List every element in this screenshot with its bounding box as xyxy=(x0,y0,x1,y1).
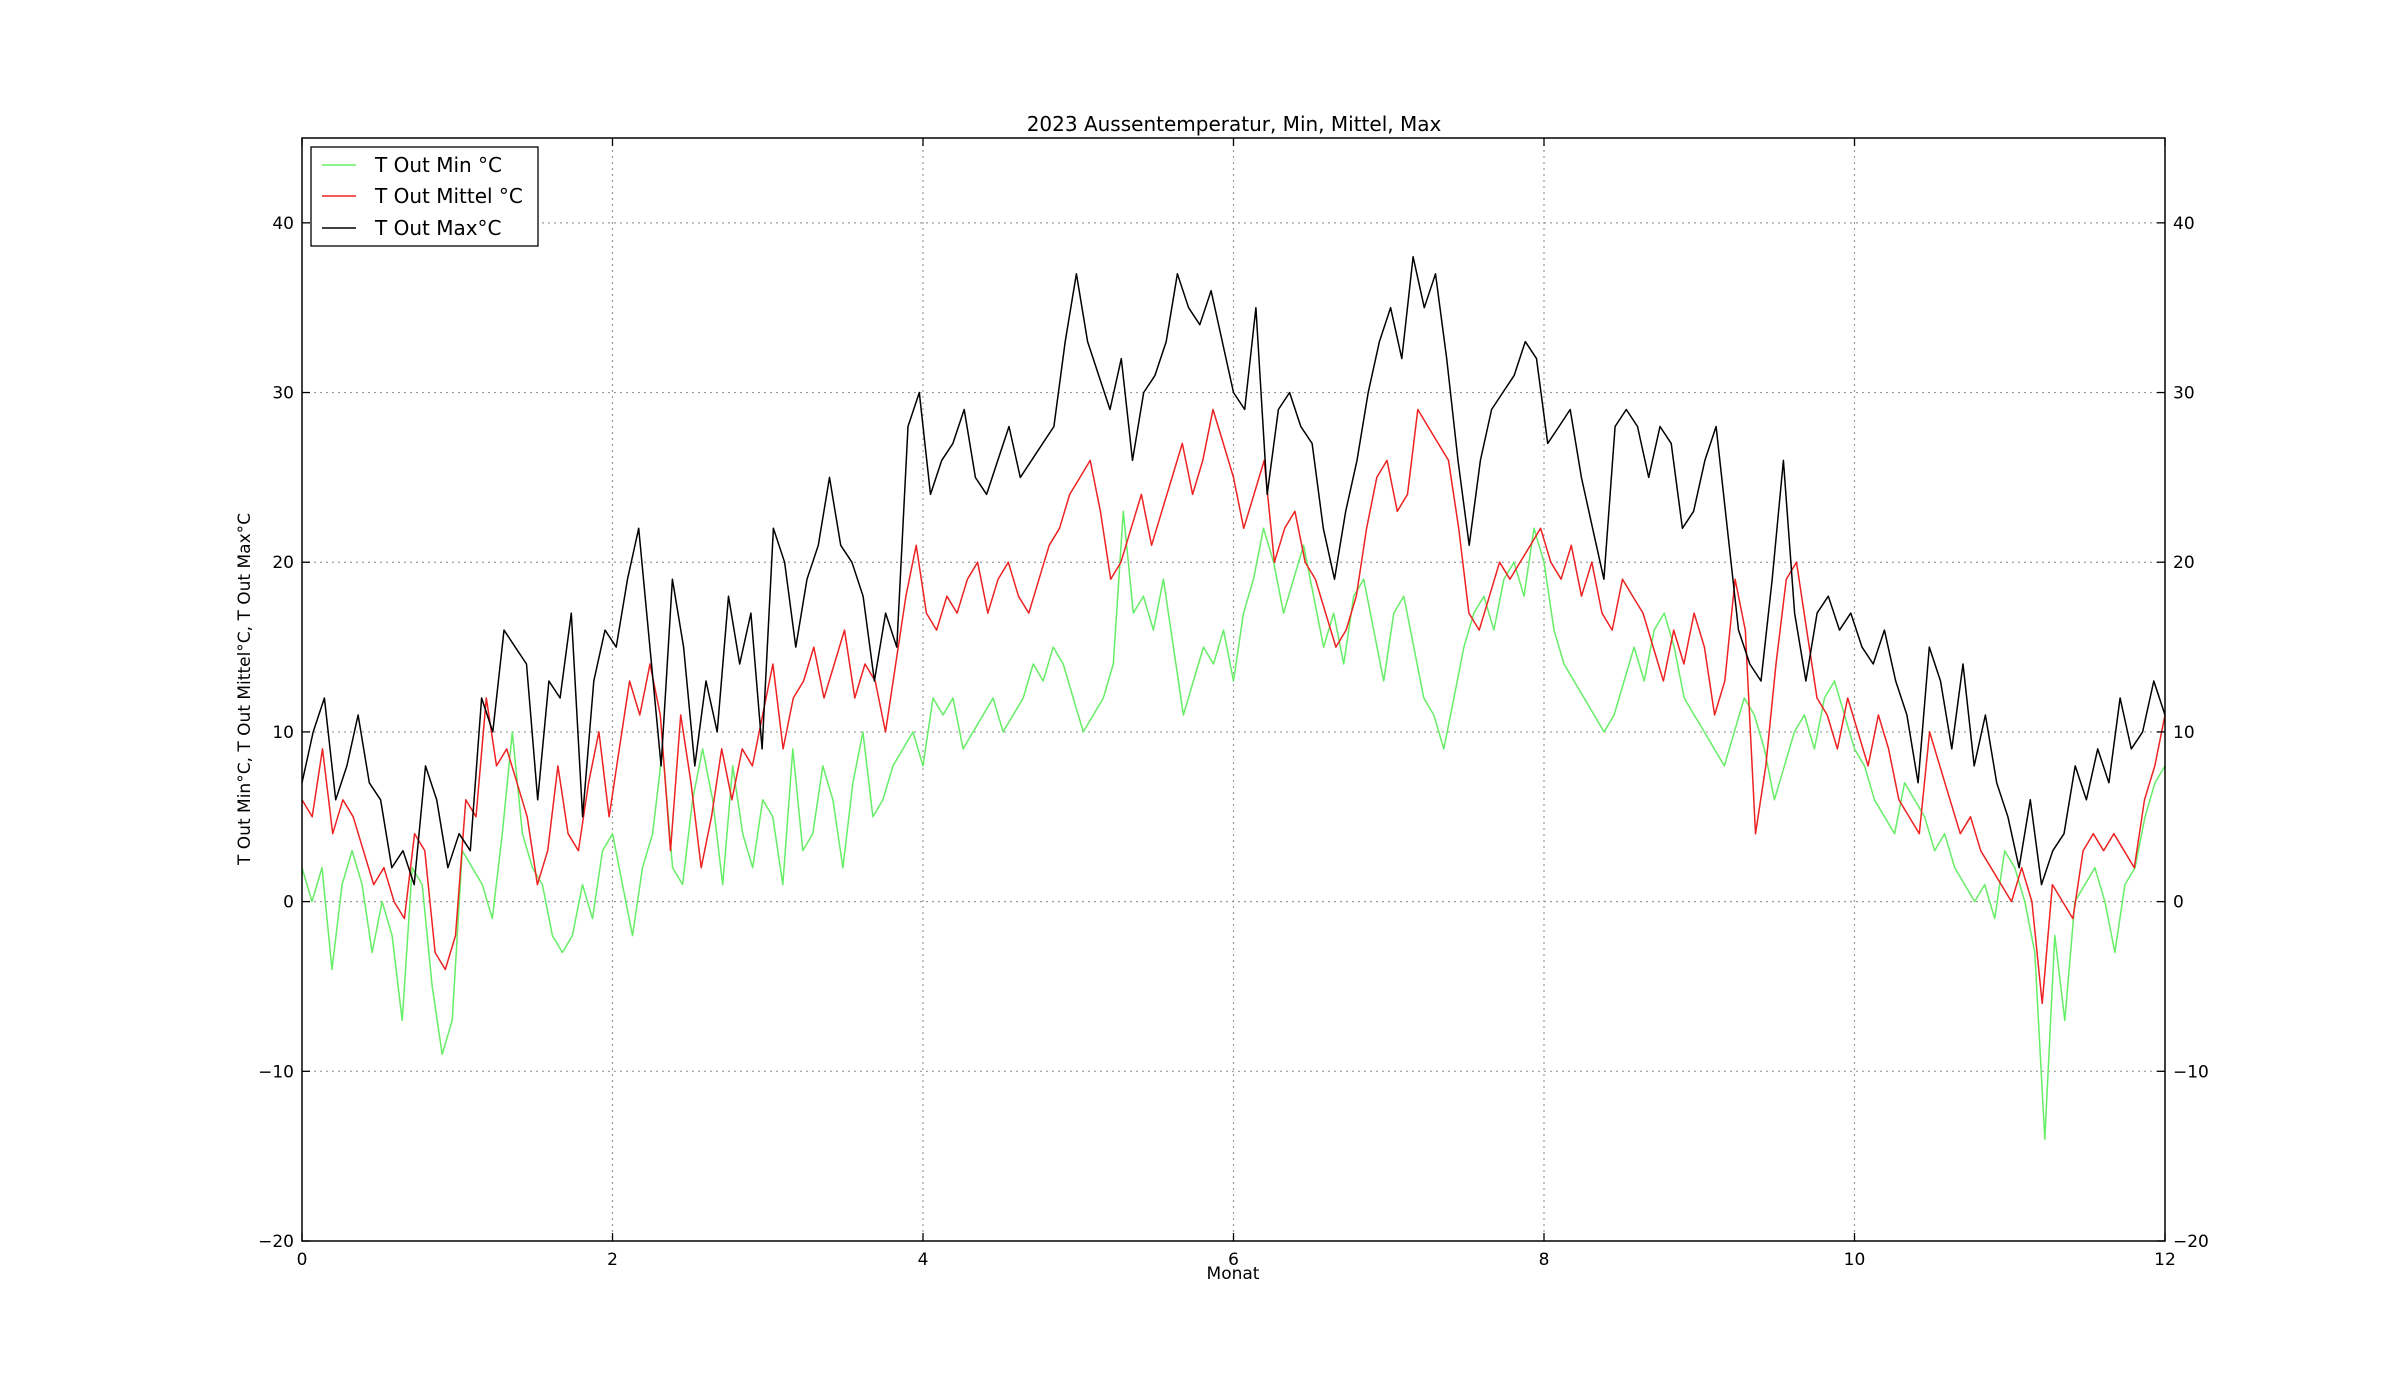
y-tick-label-left: −20 xyxy=(258,1232,294,1252)
x-tick-label: 8 xyxy=(1539,1250,1550,1270)
x-tick-label: 4 xyxy=(918,1250,929,1270)
x-tick-label: 10 xyxy=(1844,1250,1866,1270)
x-tick-label: 12 xyxy=(2154,1250,2176,1270)
series-line-max xyxy=(301,256,2166,886)
y-tick-label-right: 30 xyxy=(2173,384,2195,404)
y-tick-label-left: 0 xyxy=(283,893,294,913)
y-tick-label-right: −10 xyxy=(2173,1062,2209,1082)
legend: T Out Min °C T Out Mittel °C T Out Max°C xyxy=(310,146,539,247)
series-line-min xyxy=(301,510,2166,1140)
x-axis-label: Monat xyxy=(1207,1264,1260,1284)
y-tick-label-right: 40 xyxy=(2173,214,2195,234)
y-tick-label-right: 10 xyxy=(2173,723,2195,743)
y-tick-label-left: −10 xyxy=(258,1062,294,1082)
y-tick-label-left: 20 xyxy=(272,553,294,573)
y-tick-label-right: −20 xyxy=(2173,1232,2209,1252)
chart-title: 2023 Aussentemperatur, Min, Mittel, Max xyxy=(1027,112,1442,136)
y-tick-label-right: 0 xyxy=(2173,893,2184,913)
series-line-mittel xyxy=(301,408,2166,1005)
y-tick-label-left: 30 xyxy=(272,384,294,404)
series-layer xyxy=(301,256,2166,1140)
x-tick-label: 6 xyxy=(1228,1250,1239,1270)
legend-label-max: T Out Max°C xyxy=(374,216,502,240)
legend-label-min: T Out Min °C xyxy=(374,153,502,177)
grid-layer xyxy=(302,138,2165,1241)
legend-label-mittel: T Out Mittel °C xyxy=(374,184,523,208)
x-tick-label: 2 xyxy=(607,1250,618,1270)
y-tick-label-left: 10 xyxy=(272,723,294,743)
y-tick-label-left: 40 xyxy=(272,214,294,234)
x-tick-label: 0 xyxy=(297,1250,308,1270)
y-tick-label-right: 20 xyxy=(2173,553,2195,573)
y-axis-label: T Out Min°C, T Out Mittel°C, T Out Max°C xyxy=(235,513,255,866)
